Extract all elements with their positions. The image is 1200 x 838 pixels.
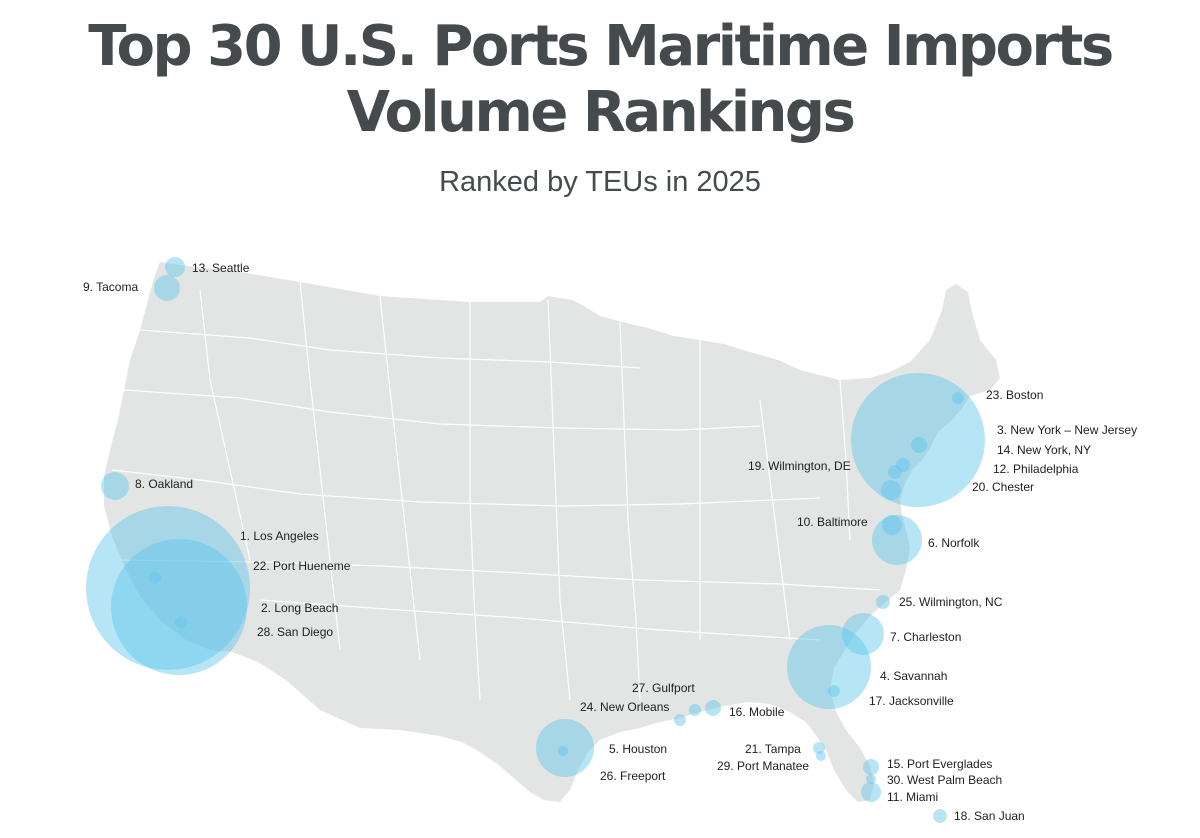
port-label: 11. Miami	[887, 790, 938, 804]
port-label: 30. West Palm Beach	[887, 773, 1002, 787]
bubble-new-york-ny[interactable]	[911, 437, 927, 453]
bubble-new-orleans[interactable]	[674, 714, 686, 726]
port-label: 5. Houston	[609, 742, 667, 756]
port-label: 9. Tacoma	[83, 280, 138, 294]
bubble-seattle[interactable]	[165, 257, 185, 277]
bubble-san-juan[interactable]	[933, 809, 947, 823]
port-label: 6. Norfolk	[928, 536, 980, 550]
port-label: 4. Savannah	[880, 669, 947, 683]
port-label: 27. Gulfport	[632, 681, 695, 695]
bubble-tacoma[interactable]	[154, 275, 180, 301]
bubble-houston[interactable]	[536, 719, 594, 777]
port-labels: 1. Los Angeles 2. Long Beach 3. New York…	[83, 261, 1137, 823]
bubble-norfolk[interactable]	[872, 515, 922, 565]
port-label: 7. Charleston	[890, 630, 961, 644]
bubble-new-york-new-jersey[interactable]	[851, 373, 985, 507]
port-label: 15. Port Everglades	[887, 757, 992, 771]
title-line-1: Top 30 U.S. Ports Maritime Imports	[88, 14, 1114, 79]
port-label: 18. San Juan	[954, 809, 1025, 823]
port-label: 10. Baltimore	[797, 515, 868, 529]
port-bubbles	[86, 257, 985, 823]
page-subtitle: Ranked by TEUs in 2025	[439, 166, 761, 198]
bubble-charleston[interactable]	[842, 613, 884, 655]
bubble-philadelphia[interactable]	[896, 458, 910, 472]
title-line-2: Volume Rankings	[346, 80, 856, 145]
bubble-mobile[interactable]	[705, 700, 721, 716]
bubble-wilmington-nc[interactable]	[876, 595, 890, 609]
bubble-miami[interactable]	[861, 782, 881, 802]
bubble-port-manatee[interactable]	[816, 751, 826, 761]
bubble-oakland[interactable]	[101, 472, 129, 500]
port-label: 25. Wilmington, NC	[899, 595, 1003, 609]
bubble-tampa[interactable]	[813, 742, 825, 754]
page-title: Top 30 U.S. Ports Maritime Imports Volum…	[0, 14, 1200, 146]
bubble-boston[interactable]	[952, 392, 964, 404]
port-label: 13. Seattle	[192, 261, 250, 275]
port-label: 2. Long Beach	[261, 601, 338, 615]
port-label: 24. New Orleans	[580, 700, 669, 714]
bubble-west-palm-beach[interactable]	[866, 774, 876, 784]
port-label: 29. Port Manatee	[717, 759, 809, 773]
port-label: 3. New York – New Jersey	[997, 423, 1137, 437]
bubble-baltimore[interactable]	[882, 515, 902, 535]
port-label: 21. Tampa	[745, 742, 801, 756]
port-label: 14. New York, NY	[997, 443, 1091, 457]
port-label: 20. Chester	[972, 480, 1034, 494]
port-label: 16. Mobile	[729, 705, 785, 719]
bubble-los-angeles[interactable]	[86, 506, 250, 670]
bubble-port-hueneme[interactable]	[149, 572, 161, 584]
bubble-jacksonville[interactable]	[828, 685, 840, 697]
port-label: 23. Boston	[986, 388, 1043, 402]
bubble-port-everglades[interactable]	[863, 759, 879, 775]
port-label: 19. Wilmington, DE	[748, 459, 851, 473]
port-label: 22. Port Hueneme	[253, 559, 351, 573]
port-label: 28. San Diego	[257, 625, 333, 639]
port-label: 1. Los Angeles	[240, 529, 319, 543]
bubble-freeport[interactable]	[558, 746, 568, 756]
port-label: 12. Philadelphia	[993, 462, 1079, 476]
bubble-long-beach[interactable]	[111, 539, 247, 675]
port-label: 8. Oakland	[135, 477, 193, 491]
bubble-wilmington-de[interactable]	[888, 465, 902, 479]
bubble-chester[interactable]	[881, 480, 901, 500]
port-label: 26. Freeport	[600, 769, 666, 783]
port-label: 17. Jacksonville	[869, 694, 954, 708]
bubble-gulfport[interactable]	[689, 704, 701, 716]
state-borders	[111, 281, 881, 701]
us-landmass	[104, 262, 1000, 802]
bubble-san-diego[interactable]	[175, 616, 187, 628]
bubble-savannah[interactable]	[787, 625, 871, 709]
